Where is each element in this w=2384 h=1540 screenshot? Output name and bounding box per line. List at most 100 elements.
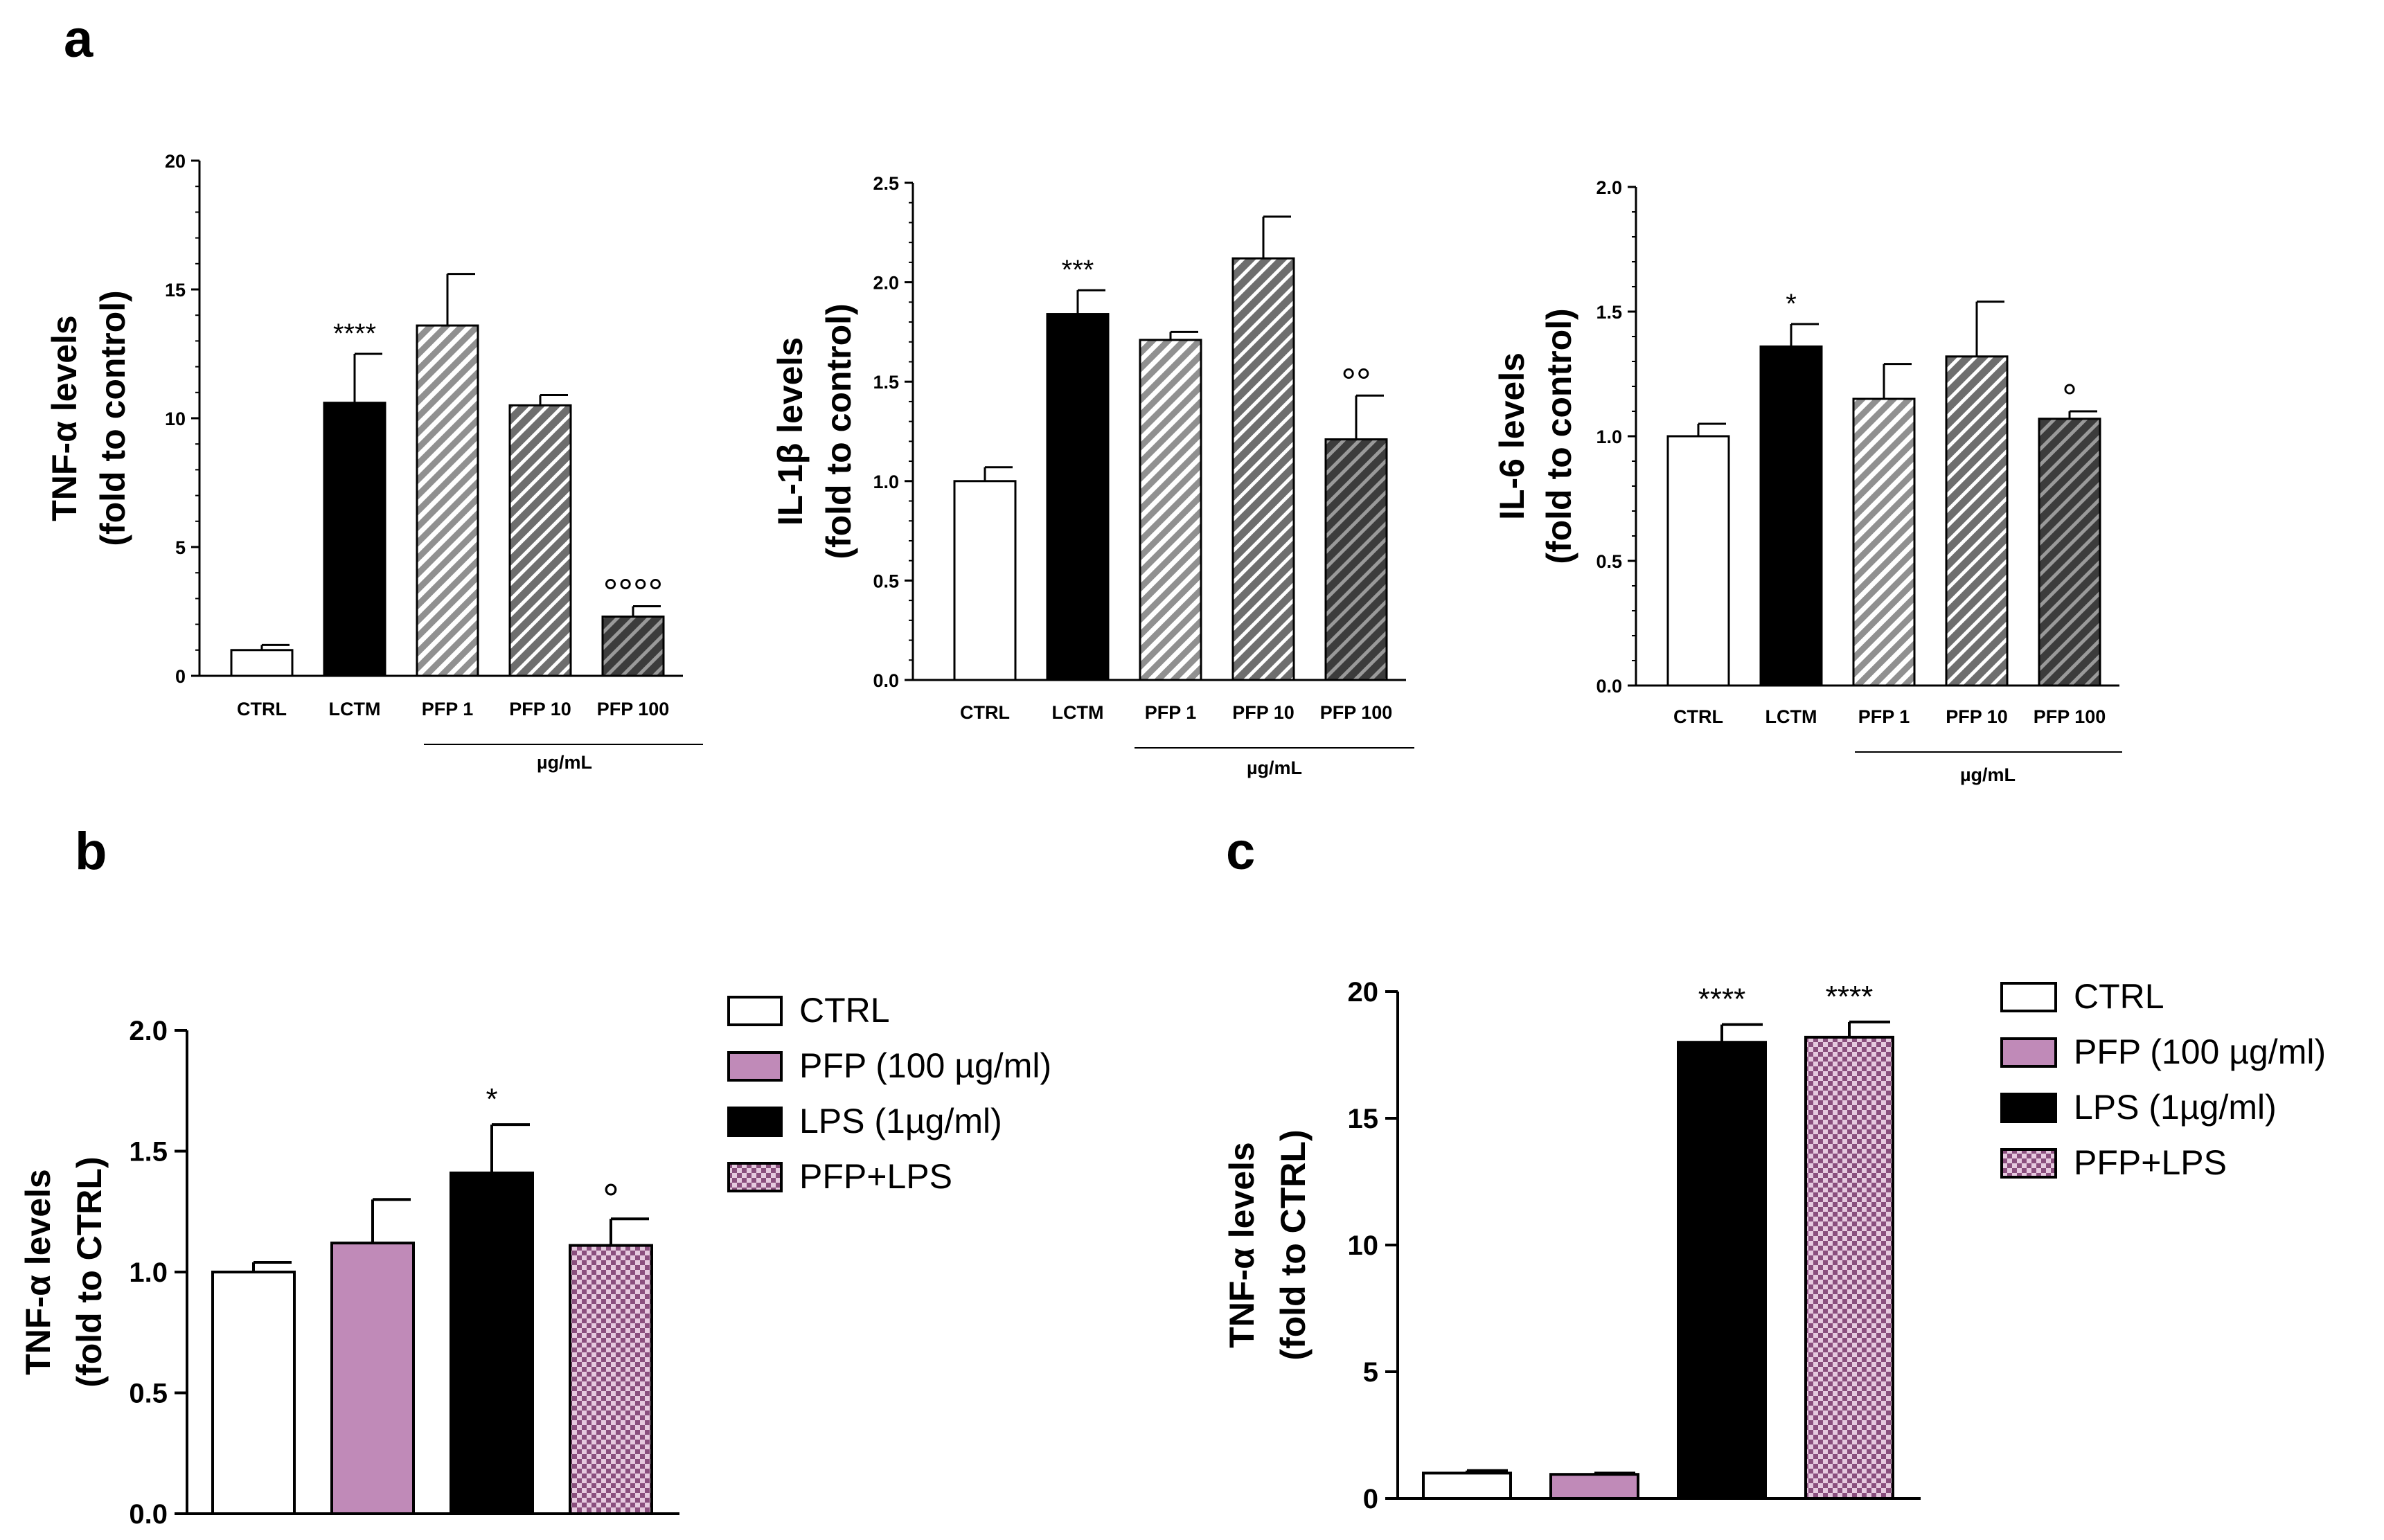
x-tick-label: PFP 100 [597, 699, 670, 719]
legend-swatch [2000, 982, 2057, 1012]
significance-label: **** [1698, 983, 1746, 1017]
x-tick-label: PFP 10 [1946, 706, 2008, 727]
y-tick-label: 20 [165, 151, 186, 172]
x-tick-label: PFP 1 [1858, 706, 1910, 727]
x-tick-label: CTRL [1673, 706, 1723, 727]
y-tick-label: 5 [175, 537, 186, 558]
bar [953, 480, 1017, 681]
legend-label: PFP (100 µg/ml) [799, 1046, 1051, 1085]
y-tick-label: 1.0 [873, 472, 899, 492]
bar [1139, 339, 1202, 681]
panel-letter-a: a [64, 10, 94, 69]
y-axis-subtitle: (fold to CTRL) [1274, 1129, 1313, 1360]
bar [601, 615, 665, 677]
significance-label: **** [333, 319, 376, 349]
y-tick-label: 0.0 [873, 670, 899, 691]
bar [1046, 313, 1110, 681]
significance-label: ° [2062, 377, 2077, 418]
bar [1677, 1041, 1767, 1500]
y-tick-label: 10 [1348, 1230, 1379, 1261]
y-tick-label: 0.5 [873, 571, 899, 591]
y-tick-label: 0.5 [129, 1379, 168, 1409]
bar [569, 1244, 653, 1515]
significance-label: **** [1826, 980, 1874, 1014]
bar [450, 1171, 534, 1516]
bar [1804, 1035, 1894, 1500]
y-tick-label: 0 [1363, 1484, 1378, 1514]
x-tick-label: PFP 10 [509, 699, 571, 719]
y-tick-label: 15 [1348, 1104, 1379, 1134]
legend-swatch [727, 1107, 783, 1137]
legend-swatch [2000, 1148, 2057, 1179]
group-label: µg/mL [1960, 764, 2016, 785]
bar [1945, 355, 2009, 687]
y-axis-title: TNF-α levels [1222, 1142, 1261, 1348]
significance-label: * [1786, 289, 1797, 319]
legend-label: LPS (1µg/ml) [2074, 1088, 2277, 1127]
legend-swatch [727, 1162, 783, 1192]
x-tick-label: PFP 100 [2034, 706, 2106, 727]
chart-il6-lctm: 0.0 0.5 1.0 1.5 2.0 IL-6 levels (fold to contr… [1493, 177, 2122, 785]
bar [323, 402, 386, 677]
y-tick-label: 15 [165, 280, 186, 301]
y-axis-title: TNF-α levels [45, 315, 84, 521]
legend-swatch [2000, 1037, 2057, 1068]
y-tick-label: 2.5 [873, 173, 899, 194]
bar [230, 649, 294, 677]
legend-swatch [727, 996, 783, 1026]
y-tick-label: 1.5 [873, 372, 899, 393]
group-label: µg/mL [537, 752, 592, 773]
bar [1852, 397, 1916, 687]
x-tick-label: LCTM [1765, 706, 1817, 727]
bar [1231, 257, 1295, 681]
legend-label: CTRL [2074, 977, 2164, 1016]
bar [330, 1242, 415, 1515]
y-axis-subtitle: (fold to CTRL) [70, 1156, 109, 1387]
y-tick-label: 10 [165, 409, 186, 429]
legend-label: CTRL [799, 991, 890, 1030]
bar [2038, 418, 2101, 687]
y-axis-subtitle: (fold to control) [1540, 308, 1578, 564]
y-axis-title: IL-1β levels [771, 337, 810, 526]
y-tick-label: 5 [1363, 1357, 1378, 1388]
bar [416, 324, 479, 677]
panel-letter-c: c [1226, 822, 1255, 881]
y-axis-title: IL-6 levels [1493, 352, 1531, 520]
x-tick-label: LCTM [1052, 702, 1104, 723]
chart-tnf-alpha-lctm: 0 5 10 15 20 TNF-α levels (fold to control) CTR… [45, 151, 703, 773]
bar [1759, 345, 1823, 687]
y-tick-label: 0.5 [1596, 551, 1622, 572]
bar [1324, 438, 1388, 681]
x-tick-label: PFP 1 [1145, 702, 1197, 723]
chart-il1-beta-lctm: 0.0 0.5 1.0 1.5 2.0 2.5 IL-1β levels (fold to c… [771, 173, 1414, 778]
y-tick-label: 1.5 [129, 1137, 168, 1167]
significance-label: °°°° [603, 572, 663, 614]
y-axis-title: TNF-α levels [19, 1169, 57, 1375]
y-tick-label: 0.0 [129, 1499, 168, 1530]
panel-letter-b: b [75, 822, 107, 881]
bar [508, 404, 572, 677]
legend-label: LPS (1µg/ml) [799, 1102, 1002, 1140]
x-tick-label: LCTM [329, 699, 381, 719]
group-label: µg/mL [1247, 758, 1302, 778]
legend-label: PFP+LPS [799, 1157, 952, 1196]
y-tick-label: 1.5 [1596, 302, 1622, 323]
y-tick-label: 1.0 [1596, 427, 1622, 447]
y-tick-label: 2.0 [1596, 177, 1622, 198]
y-tick-label: 1.0 [129, 1257, 168, 1288]
chart-tnf-alpha-lps-small: 0.0 0.5 1.0 1.5 2.0 TNF-α levels (fold to CTRL… [19, 991, 1051, 1530]
significance-label: *** [1062, 255, 1094, 285]
x-tick-label: PFP 1 [422, 699, 474, 719]
y-tick-label: 2.0 [873, 273, 899, 294]
legend-swatch [2000, 1093, 2057, 1123]
bar [211, 1271, 296, 1515]
bar [1422, 1471, 1512, 1500]
y-tick-label: 20 [1348, 977, 1379, 1008]
y-tick-label: 0.0 [1596, 676, 1622, 697]
significance-label: °° [1341, 361, 1371, 402]
x-tick-label: CTRL [960, 702, 1010, 723]
x-tick-label: PFP 100 [1320, 702, 1393, 723]
y-axis-subtitle: (fold to control) [819, 303, 858, 559]
y-tick-label: 0 [175, 666, 186, 687]
